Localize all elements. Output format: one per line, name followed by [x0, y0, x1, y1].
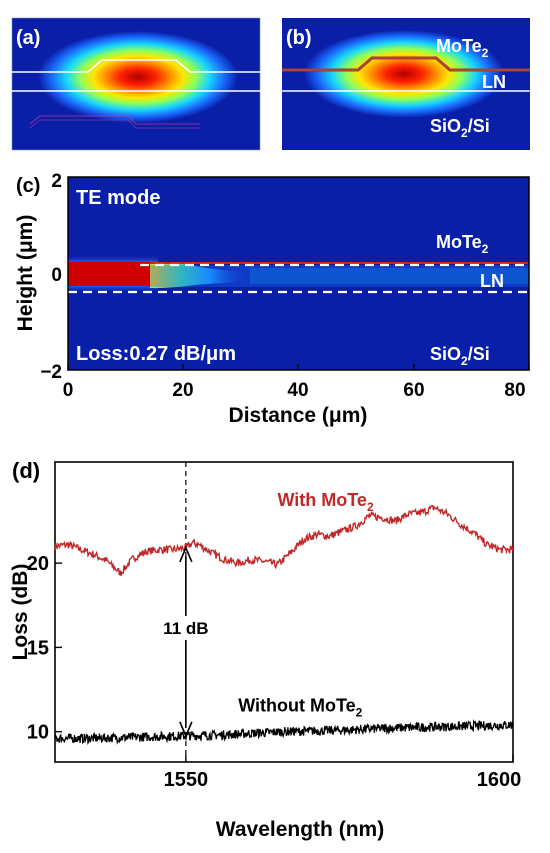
panel-c-mode-label: TE mode [76, 187, 160, 209]
panel-c-guided-faint [250, 268, 529, 284]
panel-c-decay-region [150, 262, 250, 288]
panel-b-letter: (b) [286, 27, 312, 49]
panel-b-label-sio2: SiO2/Si [430, 116, 490, 140]
panel-a-reflection [29, 115, 200, 125]
panel-c-yticks: 2 0 −2 [40, 171, 62, 383]
panel-c-loss-label: Loss:0.27 dB/μm [76, 343, 236, 365]
annotation-text-bg [155, 615, 216, 640]
series-with-mote2-line [54, 504, 514, 576]
annotation-11db: 11 dB [163, 619, 208, 638]
xtick-1600: 1600 [477, 769, 522, 791]
plot-layer [54, 462, 514, 762]
panel-c-guided-glow [150, 265, 529, 287]
panel-a-letter: (a) [16, 27, 40, 49]
panel-b-mode [304, 30, 504, 118]
panel-c-label-sio2: SiO2/Si [430, 344, 490, 368]
panel-c: (c) TE mode Loss:0.27 dB/μm MoTe2 LN SiO… [14, 171, 530, 427]
panel-c-label-ln: LN [480, 271, 504, 291]
panel-c-xtick-40: 40 [287, 380, 308, 401]
panel-c-ytick-neg2: −2 [40, 362, 62, 383]
panel-c-xtick-0: 0 [63, 380, 74, 401]
panel-c-xticks: 0 20 40 60 80 [63, 364, 530, 401]
panel-c-xtick-60: 60 [403, 380, 424, 401]
panel-a-waveguide-outline [12, 59, 260, 73]
panel-c-input-beam-core [68, 262, 152, 286]
panel-c-label-mote2: MoTe2 [436, 232, 489, 256]
panel-c-letter: (c) [16, 175, 40, 197]
series-label-without-mote2: Without MoTe2 [238, 695, 362, 719]
panel-b-label-ln: LN [482, 72, 506, 92]
series-label-with-mote2: With MoTe2 [277, 490, 373, 514]
ytick-10: 10 [27, 722, 49, 744]
annotation-arrowhead-bottom [179, 721, 193, 738]
panel-d-letter: (d) [12, 458, 40, 483]
series-without-mote2-line [54, 719, 514, 746]
panel-c-ytick-2: 2 [51, 171, 62, 192]
ytick-15: 15 [27, 637, 49, 659]
panel-c-xlabel: Distance (μm) [229, 404, 368, 427]
plot-frame [54, 461, 514, 763]
panel-c-xtick-20: 20 [172, 380, 193, 401]
annotation-arrowhead-top [179, 545, 193, 563]
y-axis-label: Loss (dB) [9, 564, 32, 661]
x-axis-label: Wavelength (nm) [216, 818, 384, 841]
xtick-1550: 1550 [164, 769, 209, 791]
panel-c-ylabel: Height (μm) [14, 215, 37, 332]
panel-a-reflection-2 [29, 119, 200, 129]
panel-b: (b) MoTe2 LN SiO2/Si [282, 18, 530, 150]
panel-b-label-mote2: MoTe2 [436, 36, 489, 60]
panel-a-mode [38, 31, 238, 123]
panel-a: (a) [11, 17, 261, 151]
panel-c-xtick-80: 80 [504, 380, 525, 401]
ytick-20: 20 [27, 553, 49, 575]
panel-a-frame [11, 17, 261, 151]
panel-c-ytick-0: 0 [51, 265, 62, 286]
panel-b-mote2-edge [282, 57, 530, 71]
panel-d: (d) With MoTe2 Without MoTe2 11 dB 1550 … [9, 458, 521, 841]
